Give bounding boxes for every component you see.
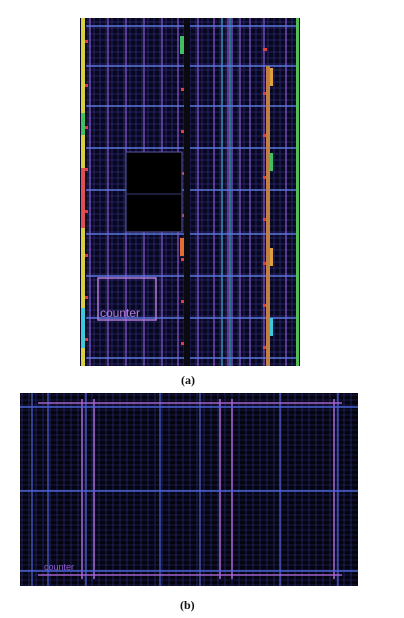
panel-a-left-pin-strip-green (81, 113, 85, 135)
pin-group (268, 153, 273, 171)
pin-marker (181, 130, 185, 133)
pin-marker (263, 304, 267, 307)
pin-group (268, 248, 273, 266)
panel-a-counter-box (97, 277, 157, 321)
pin-group (268, 318, 273, 336)
pin-marker (263, 262, 267, 265)
pin-marker (181, 300, 185, 303)
pin-marker (83, 210, 88, 213)
panel-a-macro-block (125, 151, 183, 233)
pin-marker (263, 218, 267, 221)
panel-b-power-rails (20, 393, 358, 586)
pin-marker (83, 84, 88, 87)
panel-a-channel-separator (184, 18, 190, 366)
pin-marker (181, 172, 185, 175)
panel-a-counter-label: counter (100, 306, 140, 320)
pin-marker (181, 342, 185, 345)
pin-group (180, 36, 185, 54)
pin-marker (263, 134, 267, 137)
panel-b-routing-grid (20, 393, 358, 586)
panel-b-caption: (b) (180, 598, 195, 612)
pin-group (180, 238, 185, 256)
pin-marker (83, 296, 88, 299)
pin-marker (181, 214, 185, 217)
panel-a-left-pin-strip-cyan (81, 308, 85, 348)
pin-marker (83, 168, 88, 171)
panel-a-caption: (a) (181, 373, 195, 387)
panel-a-horizontal-rails (86, 25, 296, 359)
panel-a-pin-markers (83, 36, 273, 349)
layout-panel-b: counter (20, 393, 358, 586)
pin-marker (181, 258, 185, 261)
pin-group (268, 68, 273, 86)
pin-marker (83, 338, 88, 341)
panel-a-left-pin-strip-red (81, 168, 85, 228)
panel-b-counter-label: counter (44, 562, 74, 572)
pin-marker (263, 92, 267, 95)
pin-marker (263, 176, 267, 179)
panel-a-right-edge-rail (296, 18, 299, 366)
panel-a-right-pin-group (266, 66, 270, 366)
pin-marker (83, 40, 88, 43)
pin-marker (83, 126, 88, 129)
pin-marker (263, 346, 267, 349)
pin-marker (83, 254, 88, 257)
pin-marker (181, 88, 185, 91)
pin-marker (263, 48, 267, 51)
layout-panel-a: counter (80, 18, 300, 366)
